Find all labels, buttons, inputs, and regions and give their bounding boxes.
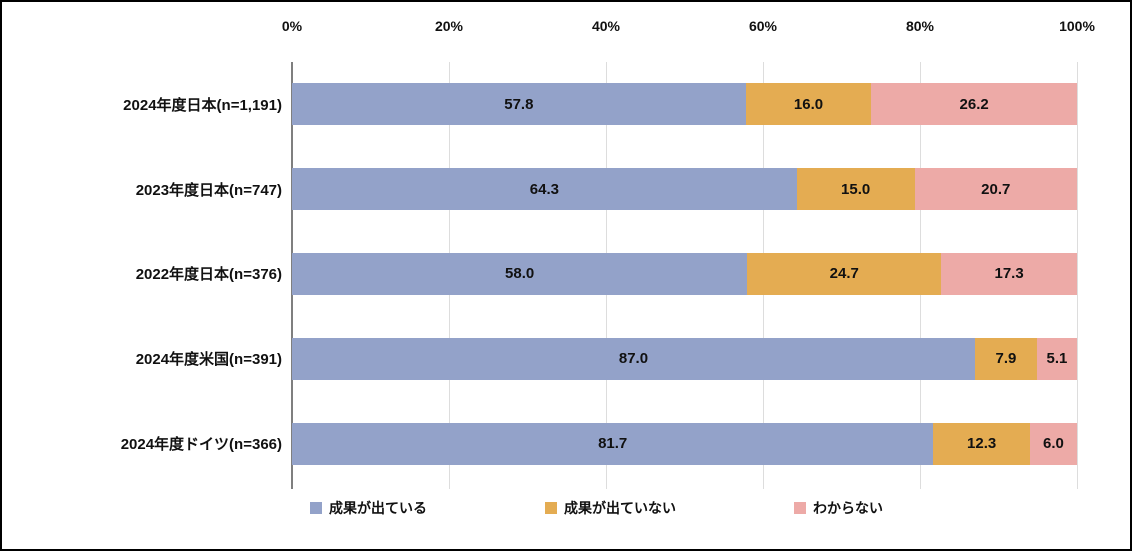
value-label: 57.8 xyxy=(504,95,534,113)
bar-rows: 57.8 16.0 26.2 64.3 15.0 20.7 58.0 24.7 17.3 87.0… xyxy=(292,62,1077,486)
x-axis-tick-label: 60% xyxy=(748,18,778,34)
value-label: 17.3 xyxy=(994,265,1024,283)
category-label: 2024年度日本(n=1,191) xyxy=(123,96,282,114)
gridline xyxy=(1077,62,1078,489)
value-label: 81.7 xyxy=(598,435,628,453)
legend-item: 成果が出ている xyxy=(310,498,427,518)
bar-row: 57.8 16.0 26.2 xyxy=(292,62,1077,147)
bar-segment: 5.1 xyxy=(1036,337,1077,380)
value-label: 24.7 xyxy=(829,265,859,283)
bar-segment: 57.8 xyxy=(292,83,746,126)
category-label: 2023年度日本(n=747) xyxy=(135,181,282,199)
value-label: 7.9 xyxy=(995,350,1017,368)
bar-segment: 58.0 xyxy=(292,252,748,295)
x-axis-tick-label: 100% xyxy=(1059,18,1095,34)
legend: 成果が出ている 成果が出ていない わからない xyxy=(292,494,1092,522)
x-axis-tick-label: 0% xyxy=(281,18,303,34)
bar-segment: 6.0 xyxy=(1029,422,1077,465)
value-label: 15.0 xyxy=(841,180,871,198)
value-label: 58.0 xyxy=(505,265,535,283)
category-label: 2024年度ドイツ(n=366) xyxy=(120,436,282,454)
bar-segment: 12.3 xyxy=(933,422,1030,465)
x-axis-tick-label: 20% xyxy=(434,18,464,34)
value-label: 12.3 xyxy=(967,435,997,453)
legend-label: 成果が出ている xyxy=(329,500,427,516)
stacked-bar: 87.0 7.9 5.1 xyxy=(292,337,1077,380)
category-label: 2024年度米国(n=391) xyxy=(135,351,282,369)
legend-label: わからない xyxy=(813,500,883,516)
bar-row: 58.0 24.7 17.3 xyxy=(292,232,1077,317)
value-label: 6.0 xyxy=(1043,435,1064,453)
bar-segment: 17.3 xyxy=(941,252,1077,295)
x-axis: 0% 20% 40% 60% 80% 100% xyxy=(282,18,1095,40)
bar-row: 81.7 12.3 6.0 xyxy=(292,401,1077,486)
bar-segment: 81.7 xyxy=(292,422,934,465)
bar-row: 64.3 15.0 20.7 xyxy=(292,147,1077,232)
stacked-bar: 58.0 24.7 17.3 xyxy=(292,252,1077,295)
bar-segment: 7.9 xyxy=(974,337,1037,380)
value-label: 64.3 xyxy=(529,180,559,198)
legend-item: わからない xyxy=(794,498,883,518)
stacked-bar: 64.3 15.0 20.7 xyxy=(292,168,1077,211)
value-label: 20.7 xyxy=(981,180,1011,198)
value-label: 16.0 xyxy=(793,95,824,113)
x-axis-tick-label: 40% xyxy=(591,18,621,34)
legend-swatch-icon xyxy=(794,502,806,514)
plot-area: 57.8 16.0 26.2 64.3 15.0 20.7 58.0 24.7 17.3 87.0… xyxy=(291,62,1078,489)
bar-segment: 16.0 xyxy=(745,83,872,126)
legend-swatch-icon xyxy=(545,502,557,514)
bar-segment: 64.3 xyxy=(292,168,797,211)
value-label: 26.2 xyxy=(959,95,989,113)
legend-swatch-icon xyxy=(310,502,322,514)
x-axis-tick-label: 80% xyxy=(905,18,935,34)
bar-segment: 24.7 xyxy=(747,252,942,295)
bar-segment: 20.7 xyxy=(914,168,1077,211)
stacked-bar: 57.8 16.0 26.2 xyxy=(292,83,1077,126)
value-label: 87.0 xyxy=(618,350,649,368)
category-label: 2022年度日本(n=376) xyxy=(135,266,282,284)
stacked-bar: 81.7 12.3 6.0 xyxy=(292,422,1077,465)
bar-segment: 15.0 xyxy=(796,168,915,211)
legend-label: 成果が出ていない xyxy=(564,500,676,516)
bar-row: 87.0 7.9 5.1 xyxy=(292,316,1077,401)
legend-item: 成果が出ていない xyxy=(545,498,676,518)
bar-segment: 26.2 xyxy=(871,83,1077,126)
bar-segment: 87.0 xyxy=(292,337,975,380)
category-axis: 2024年度日本(n=1,191) 2023年度日本(n=747) 2022年度日本… xyxy=(8,62,282,486)
value-label: 5.1 xyxy=(1046,350,1068,368)
